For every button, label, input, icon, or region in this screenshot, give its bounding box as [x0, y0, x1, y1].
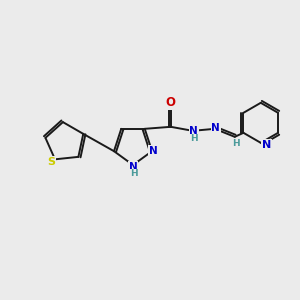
- Text: N: N: [148, 146, 158, 156]
- Text: N: N: [129, 162, 137, 172]
- Text: H: H: [130, 169, 138, 178]
- Text: H: H: [190, 134, 198, 143]
- Text: H: H: [232, 139, 240, 148]
- Text: N: N: [189, 126, 198, 136]
- Text: S: S: [47, 157, 55, 167]
- Text: N: N: [262, 140, 272, 150]
- Text: N: N: [212, 123, 220, 133]
- Text: O: O: [166, 96, 176, 109]
